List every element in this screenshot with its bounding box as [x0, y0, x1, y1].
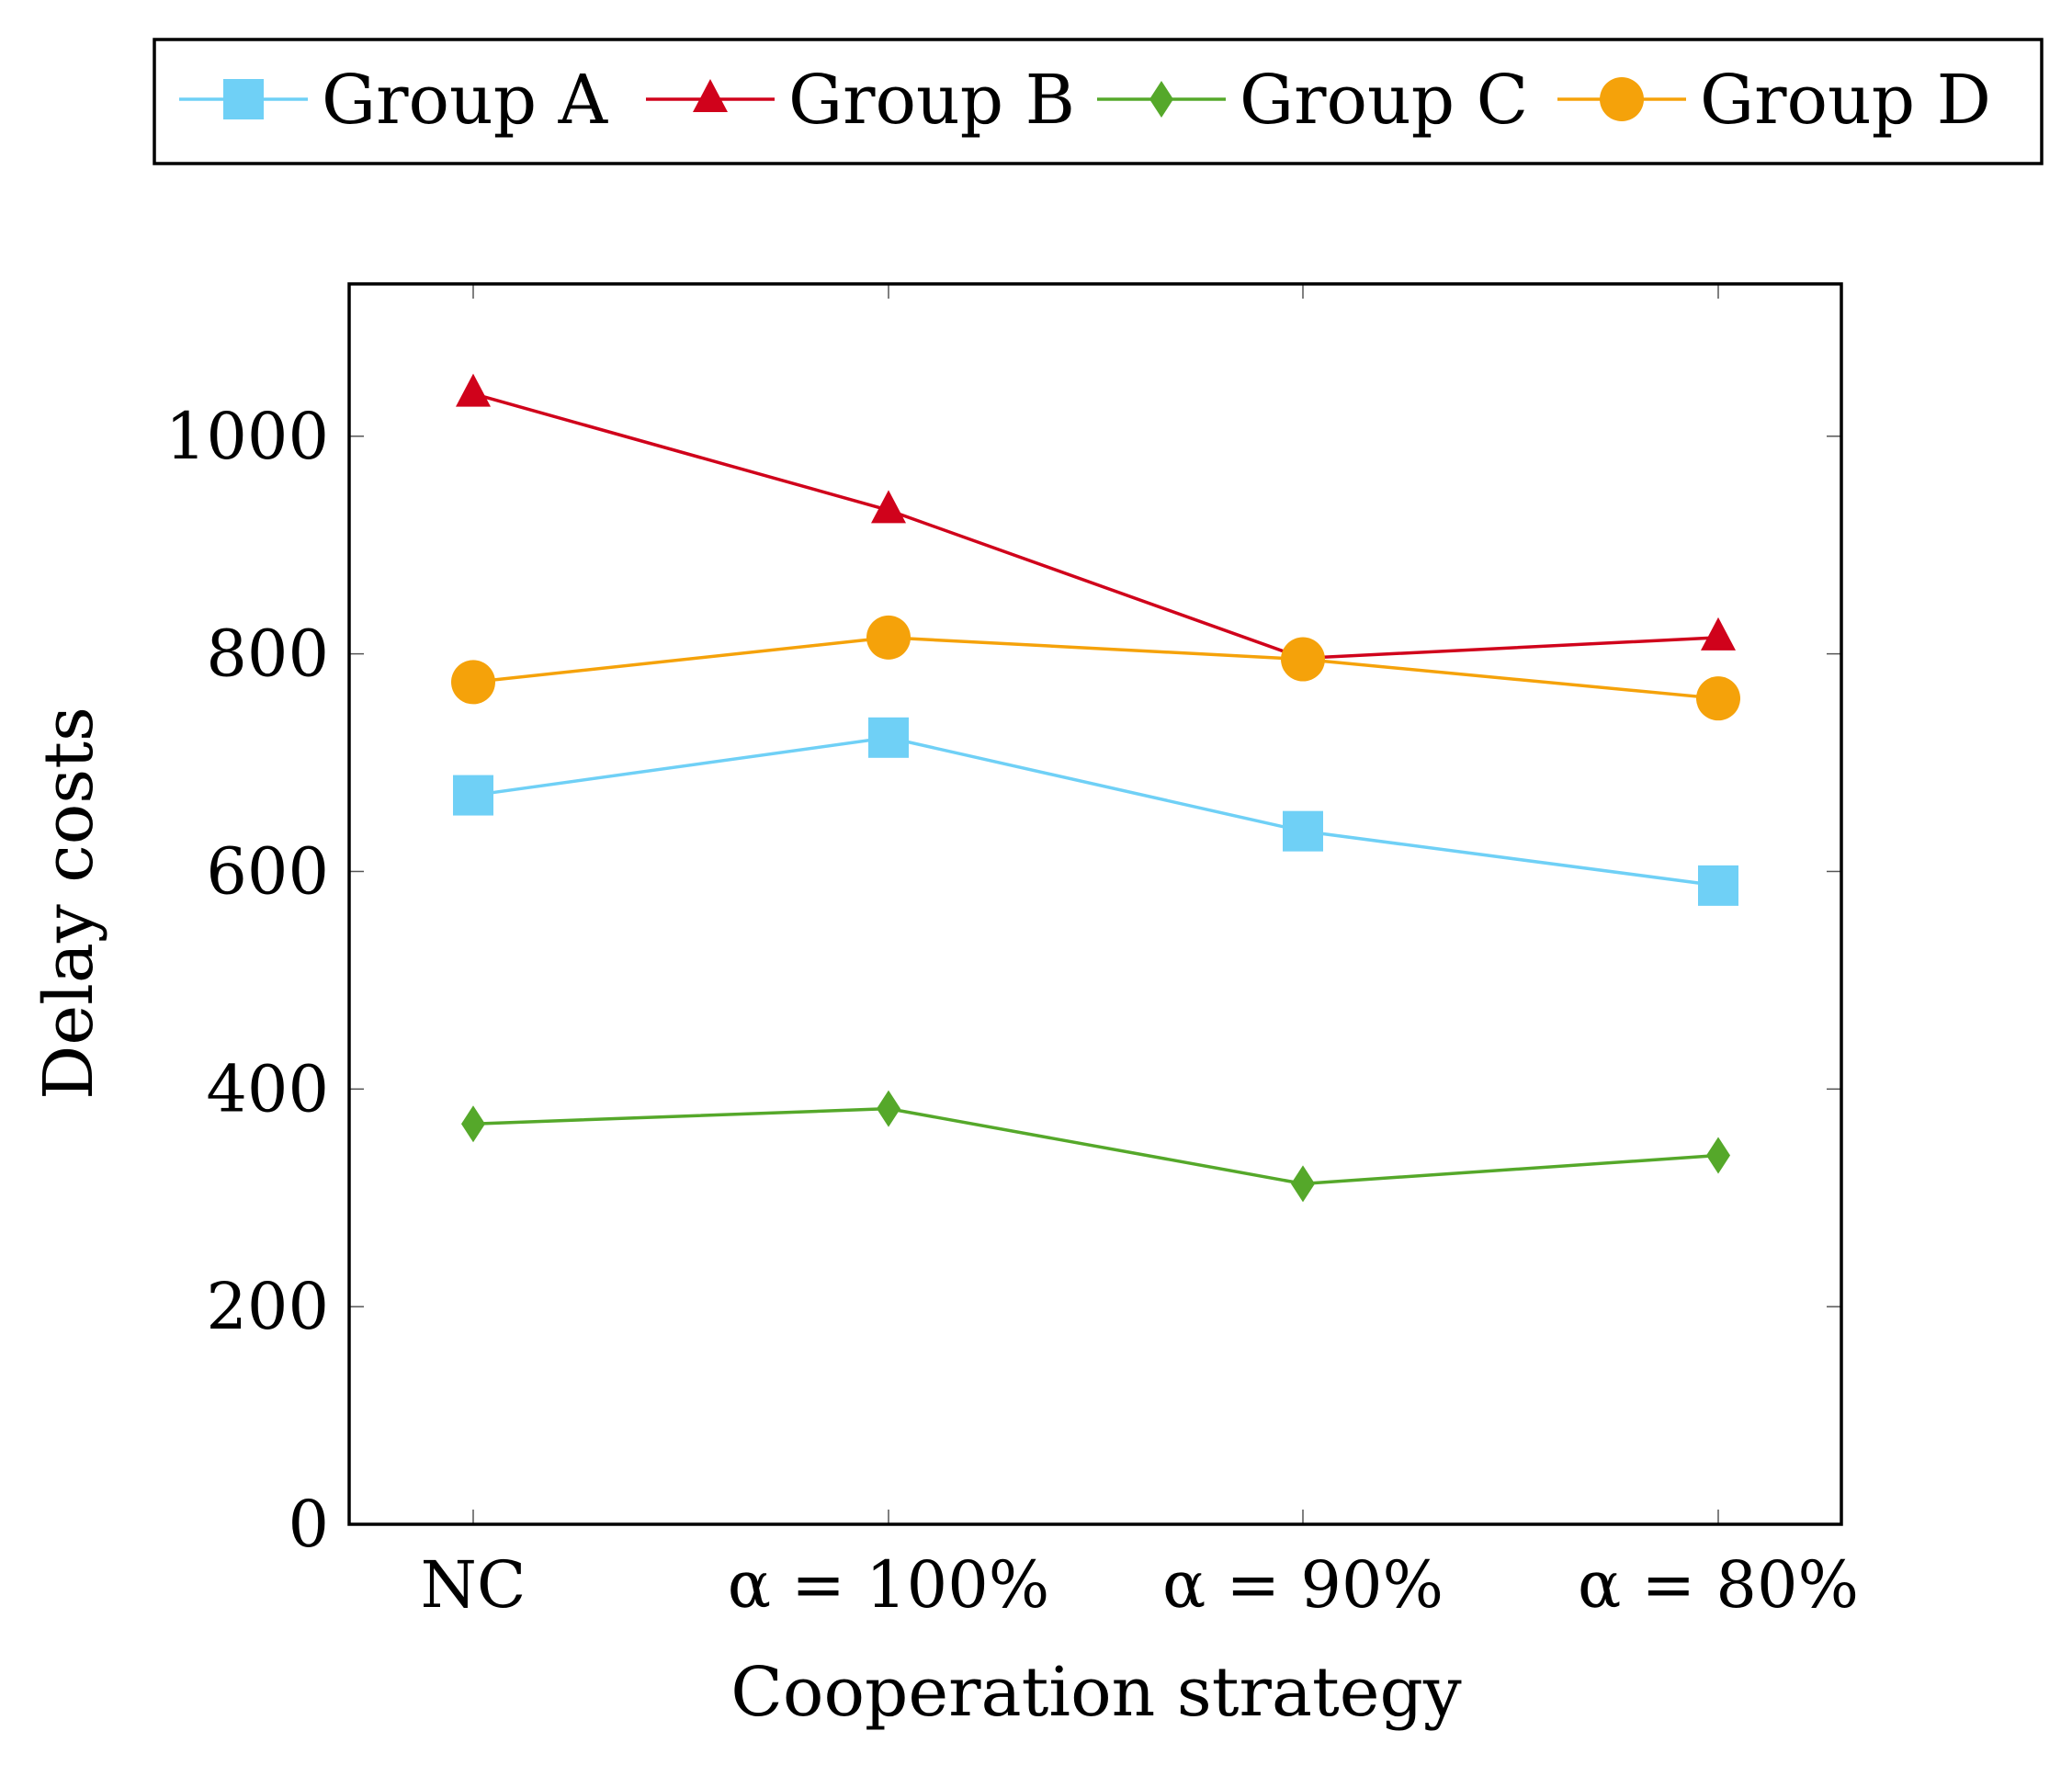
legend-box: [153, 38, 2044, 165]
data-point-group-b: [871, 490, 906, 524]
y-tick-label: 600: [206, 833, 329, 909]
legend-label: Group D: [1700, 61, 1991, 140]
data-point-group-a: [1283, 810, 1323, 852]
data-point-group-d: [451, 660, 495, 705]
legend-marker-group-a: [223, 79, 264, 119]
legend-entry-group-b: Group B: [646, 61, 1075, 140]
x-tick-label: α = 90%: [1162, 1547, 1444, 1623]
legend-label: Group B: [788, 61, 1075, 140]
legend-marker-group-d: [1600, 77, 1644, 121]
x-tick-label: α = 100%: [728, 1547, 1050, 1623]
x-tick-label: NC: [421, 1547, 526, 1623]
data-point-group-a: [868, 717, 909, 758]
y-tick-label: 1000: [165, 399, 329, 474]
y-axis-title: Delay costs: [29, 707, 108, 1100]
legend-entry-group-c: Group C: [1097, 61, 1528, 140]
data-point-group-c: [877, 1090, 900, 1127]
legend: Group A Group B Group C Group D: [153, 38, 2044, 165]
legend-label: Group C: [1240, 61, 1528, 140]
y-tick-label: 800: [206, 617, 329, 692]
series-group-b: [456, 373, 1736, 672]
legend-entry-group-d: Group D: [1557, 61, 1991, 140]
series-line-group-b: [472, 391, 1719, 661]
series-group-a: [453, 717, 1738, 906]
data-point-group-d: [1281, 637, 1325, 682]
legend-marker-group-c: [1149, 81, 1173, 118]
series-line-group-c: [472, 1106, 1719, 1186]
data-point-group-c: [461, 1105, 485, 1143]
data-point-group-c: [1706, 1137, 1730, 1174]
axes: 0 200 400 600 800 1000 NC α = 100% α = 90% α = 80…: [165, 282, 1859, 1623]
legend-entry-group-a: Group A: [179, 61, 609, 140]
series-group-d: [451, 615, 1740, 721]
data-point-group-a: [1698, 865, 1738, 906]
series-layer: [451, 373, 1740, 1203]
series-line-group-a: [472, 736, 1719, 888]
series-group-c: [461, 1090, 1730, 1203]
data-point-group-d: [1696, 676, 1740, 721]
x-axis-title: Cooperation strategy: [730, 1653, 1462, 1732]
data-point-group-c: [1291, 1165, 1315, 1203]
data-point-group-b: [456, 373, 491, 407]
legend-marker-group-b: [693, 79, 728, 112]
y-tick-label: 400: [206, 1051, 329, 1126]
legend-label: Group A: [322, 61, 609, 140]
plot-frame: [347, 282, 1843, 1526]
y-tick-label: 0: [288, 1487, 329, 1562]
x-tick-label: α = 80%: [1578, 1547, 1859, 1623]
data-point-group-a: [453, 775, 493, 816]
data-point-group-b: [1701, 617, 1736, 651]
data-point-group-d: [866, 615, 911, 660]
series-line-group-d: [472, 636, 1719, 700]
y-tick-label: 200: [206, 1269, 329, 1344]
